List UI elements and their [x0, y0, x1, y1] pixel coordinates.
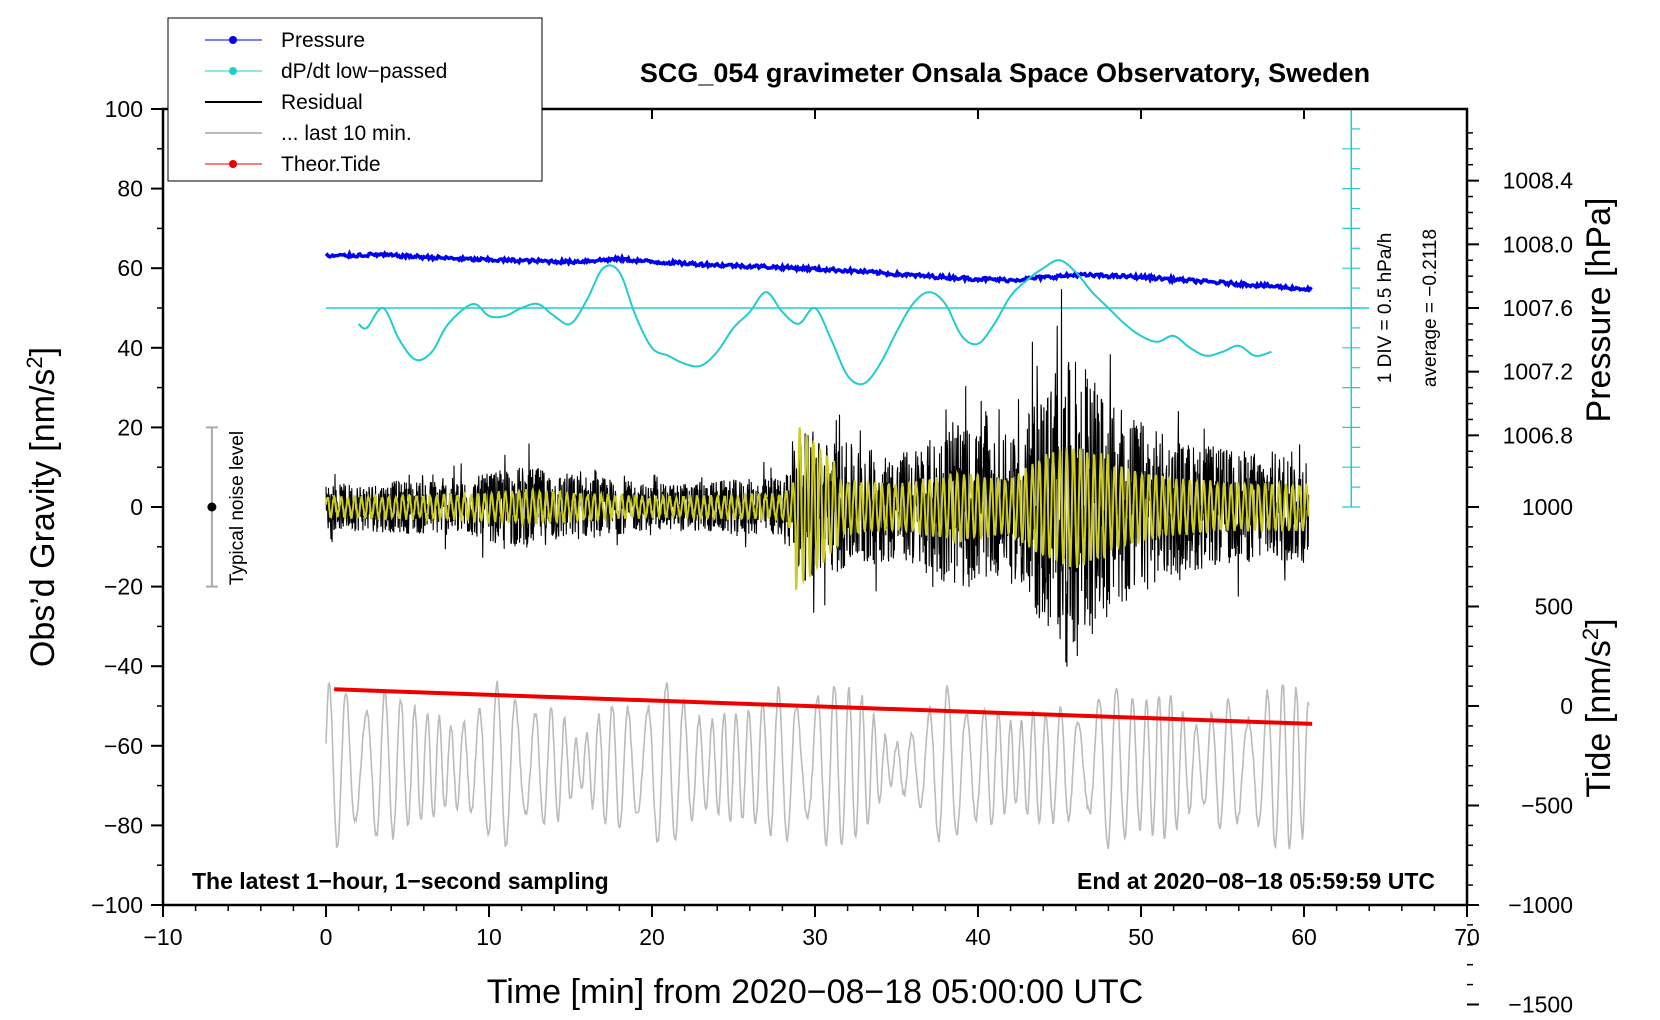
- y-axis-label: Obs’d Gravity [nm/s2]: [22, 347, 63, 667]
- y-tick-label: 60: [117, 255, 143, 281]
- pressure-tick-label: 1008.4: [1503, 168, 1574, 194]
- series-dpdt: [357, 259, 1272, 386]
- tide-tick-label: −500: [1521, 793, 1573, 819]
- x-tick-label: 50: [1128, 924, 1154, 950]
- tide-tick-label: 1000: [1522, 494, 1573, 520]
- x-tick-label: 10: [476, 924, 502, 950]
- tide-axis-label-close: ]: [1580, 618, 1618, 627]
- legend-box: [167, 17, 543, 182]
- tide-tick-label: −1000: [1508, 892, 1573, 918]
- legend: Pressure dP/dt low−passed Residual ... last…: [167, 17, 543, 182]
- x-tick-label: 60: [1291, 924, 1317, 950]
- y-tick-label: −80: [104, 812, 143, 838]
- y-tick-label: 20: [117, 414, 143, 440]
- y-tick-label: −40: [104, 653, 143, 679]
- tide-axis-label-sup: 2: [1578, 628, 1603, 640]
- pressure-tick-label: 1006.8: [1503, 422, 1573, 448]
- y-axis-label-main: Obs’d Gravity [nm/s: [24, 369, 62, 668]
- x-tick-label: 70: [1454, 924, 1480, 950]
- series-pressure: [324, 249, 1313, 294]
- y-tick-label: 80: [117, 176, 143, 202]
- legend-swatch-marker: [229, 36, 237, 44]
- x-tick-label: 20: [639, 924, 665, 950]
- tide-axis-label: Tide [nm/s2]: [1578, 618, 1619, 797]
- pressure-tick-label: 1008.0: [1503, 231, 1573, 257]
- legend-label: Pressure: [281, 29, 365, 52]
- tide-tick-label: −1500: [1508, 992, 1573, 1018]
- x-tick-label: 40: [965, 924, 991, 950]
- average-note: average = −0.2118: [1420, 229, 1441, 387]
- y-tick-label: −100: [91, 892, 143, 918]
- y-axis-label-sup: 2: [22, 356, 47, 368]
- y-tick-label: 40: [117, 335, 143, 361]
- noise-bar-center-dot: [207, 502, 217, 512]
- tide-axis-label-main: Tide [nm/s: [1580, 640, 1618, 797]
- legend-label: Theor.Tide: [281, 153, 381, 176]
- y-tick-label: −20: [104, 574, 143, 600]
- pressure-axis-label: Pressure [hPa]: [1580, 198, 1618, 423]
- y-axis-label-close: ]: [24, 347, 62, 356]
- x-axis-label: Time [min] from 2020−08−18 05:00:00 UTC: [487, 973, 1143, 1011]
- tide-tick-label: 0: [1560, 693, 1573, 719]
- legend-swatch-marker: [229, 67, 237, 75]
- noise-label: Typical noise level: [227, 431, 248, 585]
- pressure-tick-label: 1007.6: [1503, 295, 1573, 321]
- legend-label: ... last 10 min.: [281, 122, 412, 145]
- series-residual-filtered: [325, 427, 1310, 591]
- x-tick-label: 30: [802, 924, 828, 950]
- annotation-bottom-left: The latest 1−hour, 1−second sampling: [192, 868, 609, 894]
- legend-swatch-marker: [229, 160, 237, 168]
- y-tick-label: 100: [105, 96, 143, 122]
- y-tick-label: 0: [130, 494, 143, 520]
- div-note: 1 DIV = 0.5 hPa/h: [1375, 233, 1396, 384]
- x-tick-label: −10: [143, 924, 182, 950]
- plot-series: [205, 108, 1370, 850]
- legend-label: Residual: [281, 91, 363, 114]
- tide-tick-label: 500: [1535, 594, 1573, 620]
- legend-label: dP/dt low−passed: [281, 60, 447, 83]
- x-tick-label: 0: [320, 924, 333, 950]
- series-theor-tide: [334, 687, 1313, 726]
- annotation-bottom-right: End at 2020−08−18 05:59:59 UTC: [1077, 868, 1435, 894]
- series-last-10-min: [325, 680, 1310, 850]
- y-tick-label: −60: [104, 733, 143, 759]
- pressure-tick-label: 1007.2: [1503, 359, 1573, 385]
- axes: −10 0 10 20 30 40 50 60 70−100−80−60−40−20020406…: [91, 96, 1573, 1018]
- chart-title: SCG_054 gravimeter Onsala Space Observat…: [640, 58, 1370, 88]
